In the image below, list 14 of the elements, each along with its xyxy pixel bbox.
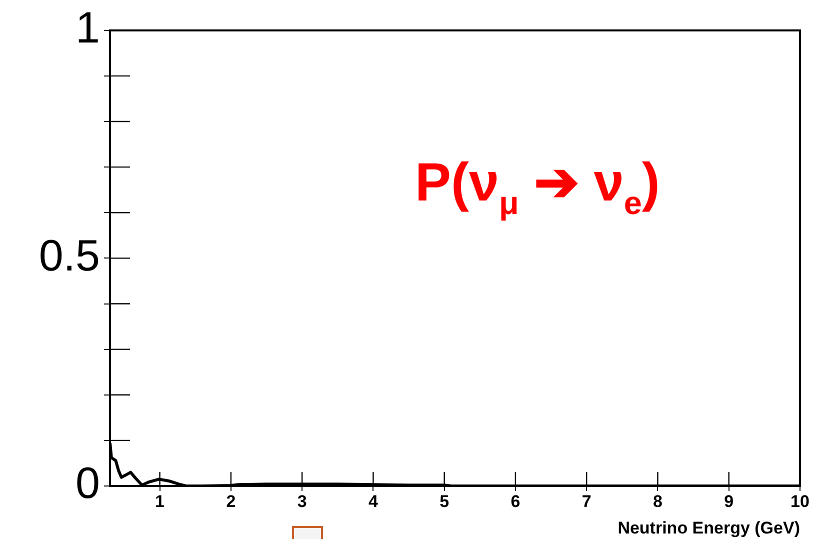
x-tick-label: 9 — [724, 492, 734, 511]
x-tick-label: 3 — [297, 492, 307, 511]
x-tick-label: 7 — [582, 492, 592, 511]
x-tick-label: 8 — [653, 492, 662, 511]
y-tick-label: 1 — [76, 4, 100, 53]
x-axis-title: Neutrino Energy (GeV) — [618, 518, 800, 538]
x-tick-label: 10 — [790, 492, 810, 511]
x-tick-label: 2 — [226, 492, 236, 511]
y-tick-label: 0.5 — [38, 231, 100, 280]
x-tick-label: 5 — [440, 492, 450, 511]
x-tick-label: 1 — [155, 492, 165, 511]
x-tick-label: 6 — [510, 492, 520, 511]
y-tick-label: 0 — [76, 459, 100, 508]
x-tick-label: 4 — [368, 492, 378, 511]
